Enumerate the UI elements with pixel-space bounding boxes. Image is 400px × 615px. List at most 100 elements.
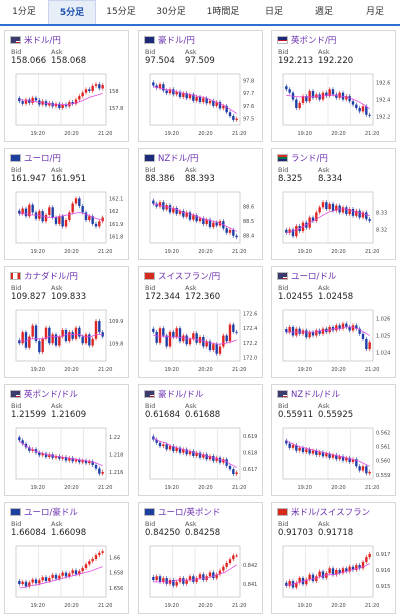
- candle-body: [338, 456, 341, 460]
- rate-card[interactable]: 米ドル/円 Bid Ask 158.066 158.068 158 157.8 19:20 20…: [4, 30, 129, 142]
- rate-card[interactable]: ユーロ/豪ドル Bid Ask 1.66084 1.66098 1.66 1.658 1.65…: [4, 502, 129, 614]
- price-chart[interactable]: 1.66 1.658 1.656 19:20 20:20 21:20: [8, 543, 126, 611]
- candle-body: [285, 440, 288, 444]
- candle-body: [298, 102, 301, 108]
- rate-card[interactable]: 豪ドル/ドル Bid Ask 0.61684 0.61688 0.619 0.618 0.61…: [138, 384, 263, 496]
- price-chart[interactable]: 1.026 1.025 1.024 19:20 20:20 21:20: [275, 307, 393, 375]
- moving-average-line: [153, 203, 237, 232]
- tab-6[interactable]: 日足: [264, 7, 283, 17]
- rate-card[interactable]: ユーロ/円 Bid Ask 161.947 161.951 162.1 162 161.9 16…: [4, 148, 129, 260]
- price-chart[interactable]: 162.1 162 161.9 161.8 19:20 20:20 21:20: [8, 189, 126, 257]
- currency-pair-link[interactable]: 英ポンド/円: [291, 36, 337, 46]
- currency-pair-link[interactable]: スイスフラン/円: [158, 272, 221, 282]
- currency-pair-link[interactable]: ユーロ/英ポンド: [158, 508, 221, 518]
- candle-body: [228, 229, 232, 233]
- candle-body: [34, 325, 38, 342]
- candle-body: [18, 340, 21, 344]
- price-chart[interactable]: 88.6 88.5 88.4 19:20 20:20 21:20: [142, 189, 260, 257]
- price-chart[interactable]: 97.8 97.7 97.6 97.5 19:20 20:20 21:20: [142, 71, 260, 139]
- currency-pair-link[interactable]: カナダドル/円: [24, 272, 78, 282]
- rate-card[interactable]: 英ポンド/ドル Bid Ask 1.21599 1.21609 1.22 1.218 1.21…: [4, 384, 129, 496]
- rate-card[interactable]: ユーロ/英ポンド Bid Ask 0.84250 0.84258 0.842 0.841 19…: [138, 502, 263, 614]
- bid-value: 1.66084: [11, 528, 47, 538]
- candle-body: [182, 210, 185, 217]
- candle-body: [64, 457, 68, 461]
- rate-card[interactable]: カナダドル/円 Bid Ask 109.827 109.833 109.9 109.8 19:…: [4, 266, 129, 378]
- x-tick-label: 21:20: [98, 485, 112, 491]
- currency-pair-link[interactable]: 英ポンド/ドル: [24, 390, 78, 400]
- tab-2[interactable]: 5分足: [48, 0, 96, 24]
- tab-4[interactable]: 30分足: [156, 7, 186, 17]
- price-chart[interactable]: 0.562 0.561 0.560 0.559 19:20 20:20 21:20: [275, 425, 393, 493]
- currency-pair-link[interactable]: ランド/円: [291, 154, 328, 164]
- currency-pair-link[interactable]: 豪ドル/円: [158, 36, 195, 46]
- tab-5[interactable]: 1時間足: [206, 7, 240, 17]
- candle-body: [165, 335, 168, 347]
- card-header: NZドル/円: [144, 152, 199, 164]
- price-chart[interactable]: 8.33 8.32 19:20 20:20 21:20: [275, 189, 393, 257]
- x-tick-label: 20:20: [64, 367, 78, 373]
- card-header: 豪ドル/ドル: [144, 388, 203, 400]
- x-tick-label: 21:20: [365, 603, 379, 609]
- moving-average-line: [153, 86, 237, 114]
- bid-label: Bid: [11, 166, 22, 174]
- price-chart[interactable]: 172.6 172.4 172.2 172.0 19:20 20:20 21:20: [142, 307, 260, 375]
- candle-body: [58, 336, 61, 346]
- candle-body: [328, 89, 331, 97]
- candle-body: [185, 212, 188, 217]
- candle-body: [44, 577, 48, 582]
- candle-body: [212, 100, 215, 106]
- rate-card[interactable]: ランド/円 Bid Ask 8.325 8.334 8.33 8.32 19:20 20:20 2…: [271, 148, 396, 260]
- price-chart[interactable]: 0.917 0.916 0.915 19:20 20:20 21:20: [275, 543, 393, 611]
- candle-body: [308, 449, 311, 454]
- rate-card[interactable]: 豪ドル/円 Bid Ask 97.504 97.509 97.8 97.7 97.6 97.5 1…: [138, 30, 263, 142]
- currency-pair-link[interactable]: 米ドル/円: [24, 36, 61, 46]
- y-tick-label: 192.2: [376, 115, 390, 121]
- currency-pair-link[interactable]: ユーロ/豪ドル: [24, 508, 78, 518]
- candle-body: [84, 564, 88, 569]
- currency-pair-link[interactable]: 豪ドル/ドル: [158, 390, 204, 400]
- x-tick-label: 19:20: [165, 603, 179, 609]
- rate-card[interactable]: スイスフラン/円 Bid Ask 172.344 172.360 172.6 172.4 17…: [138, 266, 263, 378]
- candlestick-chart: 192.6 192.4 192.2 19:20 20:20 21:20: [282, 73, 390, 137]
- tab-1[interactable]: 1分足: [12, 7, 36, 17]
- moving-average-line: [153, 437, 237, 468]
- currency-pair-link[interactable]: NZドル/円: [158, 154, 199, 164]
- tab-7[interactable]: 週足: [314, 7, 333, 17]
- candle-body: [235, 472, 238, 475]
- candle-body: [192, 94, 195, 101]
- price-chart[interactable]: 158 157.8 19:20 20:20 21:20: [8, 71, 126, 139]
- price-chart[interactable]: 0.619 0.618 0.617 19:20 20:20 21:20: [142, 425, 260, 493]
- currency-pair-link[interactable]: 米ドル/スイスフラン: [291, 508, 371, 518]
- price-chart[interactable]: 109.9 109.8 19:20 20:20 21:20: [8, 307, 126, 375]
- price-chart[interactable]: 0.842 0.841 19:20 20:20 21:20: [142, 543, 260, 611]
- candlestick-chart: 1.026 1.025 1.024 19:20 20:20 21:20: [282, 309, 390, 373]
- rate-card[interactable]: 英ポンド/円 Bid Ask 192.213 192.220 192.6 192.4 192.…: [271, 30, 396, 142]
- rate-card[interactable]: NZドル/円 Bid Ask 88.386 88.393 88.6 88.5 88.4 19:2…: [138, 148, 263, 260]
- x-tick-label: 20:20: [64, 603, 78, 609]
- rate-card[interactable]: 米ドル/スイスフラン Bid Ask 0.91703 0.91718 0.917 0.916…: [271, 502, 396, 614]
- tab-3[interactable]: 15分足: [106, 7, 136, 17]
- price-chart[interactable]: 1.22 1.218 1.216 19:20 20:20 21:20: [8, 425, 126, 493]
- candle-body: [88, 461, 91, 464]
- rate-card[interactable]: NZドル/ドル Bid Ask 0.55911 0.55925 0.562 0.561 0.5…: [271, 384, 396, 496]
- currency-pair-link[interactable]: ユーロ/円: [24, 154, 61, 164]
- candle-body: [81, 568, 84, 572]
- candle-body: [345, 568, 348, 572]
- rate-card[interactable]: ユーロ/ドル Bid Ask 1.02455 1.02458 1.026 1.025 1.02…: [271, 266, 396, 378]
- candle-body: [298, 447, 301, 451]
- candle-body: [38, 452, 41, 456]
- candle-body: [162, 578, 165, 582]
- currency-pair-link[interactable]: ユーロ/ドル: [291, 272, 337, 282]
- candle-body: [28, 447, 31, 451]
- candle-body: [315, 212, 318, 221]
- tab-8[interactable]: 月足: [365, 7, 384, 17]
- price-chart[interactable]: 192.6 192.4 192.2 19:20 20:20 21:20: [275, 71, 393, 139]
- candle-body: [84, 212, 88, 221]
- candle-body: [175, 581, 178, 586]
- currency-pair-link[interactable]: NZドル/ドル: [291, 390, 341, 400]
- candle-body: [311, 450, 315, 454]
- candle-body: [295, 226, 298, 237]
- ask-label: Ask: [51, 48, 63, 56]
- ask-value: 0.84258: [185, 528, 221, 538]
